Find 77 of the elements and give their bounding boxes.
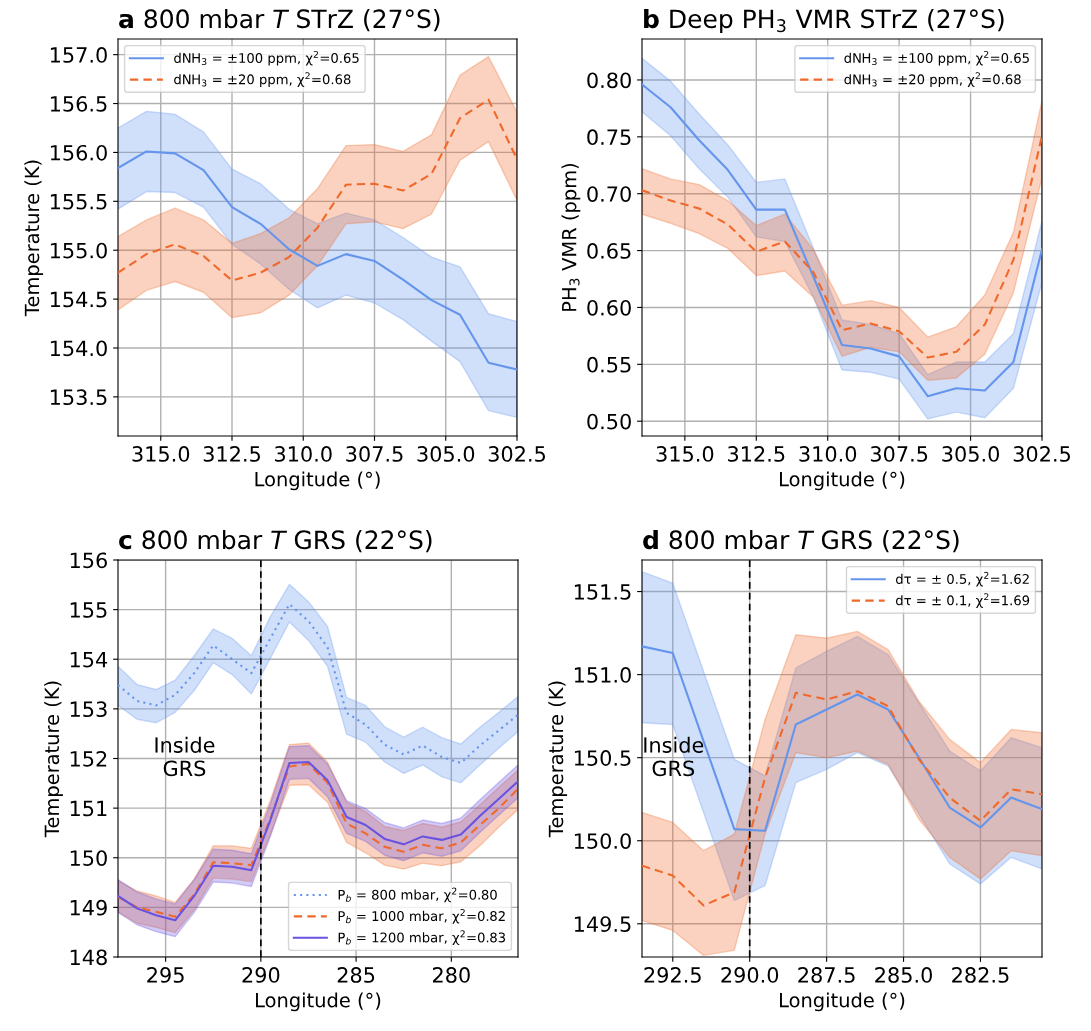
x-axis-title: Longitude (°) <box>780 471 905 491</box>
x-tick-label: 302.5 <box>488 446 545 462</box>
y-tick-label: 151.0 <box>574 667 631 683</box>
y-tick-label: 152 <box>70 750 107 767</box>
y-tick-label: 149 <box>70 899 107 916</box>
legend-label: dτ = ± 0.1, χ$^{2}$=1.69 <box>896 593 1030 608</box>
x-tick-label: 282.5 <box>952 967 1009 983</box>
y-tick-label: 150.5 <box>574 750 631 766</box>
y-tick-label: 0.65 <box>587 243 631 259</box>
y-tick-label: 150.0 <box>574 833 631 849</box>
x-tick-label: 310.0 <box>275 446 332 462</box>
y-tick-label: 155.0 <box>50 242 107 259</box>
y-tick-label: 0.60 <box>587 299 631 316</box>
x-tick-label: 307.5 <box>346 446 403 462</box>
y-tick-label: 151.5 <box>574 584 631 600</box>
x-tick-label: 305.0 <box>417 446 475 462</box>
legend-label: dτ = ± 0.5, χ$^{2}$=1.62 <box>896 571 1029 587</box>
y-axis-title: Temperature (K) <box>24 160 44 317</box>
y-tick-label: 151 <box>70 800 107 817</box>
y-tick-label: 153.5 <box>50 389 107 406</box>
y-tick-label: 0.55 <box>587 356 631 373</box>
y-tick-label: 0.50 <box>587 413 631 430</box>
x-tick-label: 315.0 <box>132 446 190 462</box>
legend-label: dNH$_{3}$ = ±100 ppm, χ$^{2}$=0.65 <box>844 50 1029 66</box>
y-tick-label: 154.5 <box>50 291 107 308</box>
y-tick-label: 148 <box>70 949 107 966</box>
line-series <box>642 645 1042 832</box>
line-series <box>642 690 1042 907</box>
x-tick-label: 307.5 <box>870 446 928 462</box>
chart-title: c 800 mbar T GRS (22°S) <box>119 529 432 553</box>
x-tick-label: 302.5 <box>1013 446 1070 462</box>
x-axis-title: Longitude (°) <box>255 471 380 491</box>
legend-label: dNH$_{3}$ = ±100 ppm, χ$^{2}$=0.65 <box>174 50 359 66</box>
y-tick-label: 157.0 <box>50 47 107 63</box>
x-tick-label: 305.0 <box>942 446 1000 462</box>
y-tick-label: 154.0 <box>50 340 107 357</box>
y-tick-label: 155 <box>70 602 107 618</box>
x-tick-label: 312.5 <box>728 446 785 462</box>
x-tick-label: 285 <box>337 967 375 983</box>
y-tick-label: 156.0 <box>50 144 107 161</box>
ref-line-label: Inside GRS <box>644 736 704 777</box>
x-tick-label: 310.0 <box>799 446 857 462</box>
legend-label: P$_{b}$ = 1000 mbar, χ$^{2}$=0.82 <box>338 908 505 924</box>
legend-label: P$_{b}$ = 800 mbar, χ$^{2}$=0.80 <box>338 887 497 903</box>
x-tick-label: 290 <box>242 967 280 983</box>
x-tick-label: 315.0 <box>656 446 714 462</box>
chart-title: d 800 mbar T GRS (22°S) <box>643 529 959 553</box>
y-tick-label: 156.5 <box>50 95 107 112</box>
x-tick-label: 292.5 <box>644 967 701 983</box>
y-axis-title: Temperature (K) <box>548 681 568 838</box>
chart-title: a 800 mbar T STrZ (27°S) <box>119 8 440 32</box>
legend-label: P$_{b}$ = 1200 mbar, χ$^{2}$=0.83 <box>338 930 506 945</box>
line-series <box>118 98 517 282</box>
x-tick-label: 312.5 <box>203 446 260 462</box>
y-tick-label: 154 <box>70 651 108 668</box>
x-tick-label: 287.5 <box>798 967 855 983</box>
legend-label: dNH$_{3}$ = ±20 ppm, χ$^{2}$=0.68 <box>844 72 1021 87</box>
chart-title: b Deep PH$_{3}$ VMR STrZ (27°S) <box>644 8 1004 34</box>
x-axis-title: Longitude (°) <box>256 992 381 1012</box>
legend-label: dNH$_{3}$ = ±20 ppm, χ$^{2}$=0.68 <box>174 72 351 87</box>
y-tick-label: 155.5 <box>50 194 107 210</box>
y-tick-label: 150 <box>70 850 107 866</box>
x-tick-label: 285.0 <box>875 967 932 983</box>
y-tick-label: 149.5 <box>574 916 631 932</box>
y-tick-label: 156 <box>70 552 107 569</box>
x-tick-label: 295 <box>147 967 184 983</box>
y-tick-label: 153 <box>70 701 107 718</box>
y-tick-label: 0.80 <box>587 72 631 89</box>
y-tick-label: 0.75 <box>587 129 631 146</box>
y-axis-title: Temperature (K) <box>44 681 63 838</box>
y-tick-label: 0.70 <box>587 186 631 202</box>
ref-line-label: Inside GRS <box>155 736 215 777</box>
x-axis-title: Longitude (°) <box>780 992 905 1012</box>
y-axis-title: PH$_{3}$ VMR (ppm) <box>561 163 581 311</box>
x-tick-label: 280 <box>432 967 470 983</box>
line-series <box>118 150 517 371</box>
x-tick-label: 290.0 <box>721 967 779 983</box>
